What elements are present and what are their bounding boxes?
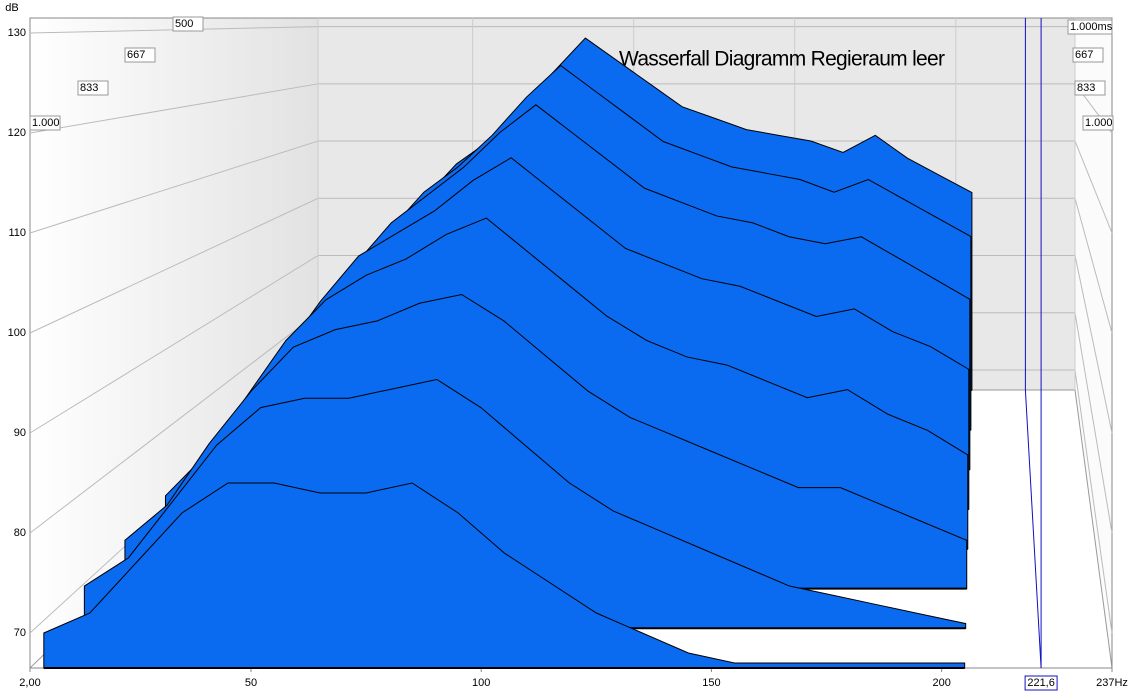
y-tick-label: 110: [8, 227, 26, 239]
time-label: 1.000ms: [1070, 21, 1113, 33]
time-label: 1.000: [1085, 117, 1113, 129]
time-label: 833: [80, 82, 98, 94]
waterfall-slice: [43, 482, 966, 669]
cursor-label-box: [1024, 675, 1058, 691]
x-tick-label: 237Hz: [1096, 677, 1128, 689]
time-label: 667: [127, 49, 145, 61]
grid-line: [29, 83, 319, 134]
y-tick-label: 120: [8, 127, 26, 139]
y-tick-label: 70: [14, 627, 26, 639]
grid-line: [1074, 140, 1113, 234]
y-tick-label: 130: [8, 27, 26, 39]
x-tick-label: 2,00: [19, 677, 40, 689]
time-label-box: [1072, 47, 1104, 63]
x-tick-label: 200: [932, 677, 950, 689]
x-tick-label: 150: [702, 677, 720, 689]
grid-line: [1074, 312, 1113, 534]
time-label-box: [29, 115, 61, 131]
time-label: 667: [1075, 49, 1093, 61]
time-label: 500: [175, 18, 193, 30]
y-unit: dB: [5, 2, 18, 14]
grid-line: [29, 312, 319, 534]
y-tick-label: 90: [14, 427, 26, 439]
grid-line: [1074, 369, 1113, 634]
time-label: 833: [1077, 82, 1095, 94]
time-label-box: [1067, 19, 1113, 35]
time-label-box: [77, 80, 109, 96]
chart-title: Wasserfall Diagramm Regieraum leer: [619, 48, 945, 71]
grid-line: [29, 255, 319, 434]
time-label-box: [1074, 80, 1106, 96]
time-label-box: [1082, 115, 1114, 131]
grid-line: [29, 197, 319, 334]
cursor-label: 221,6: [1027, 677, 1055, 689]
time-label-box: [172, 16, 204, 32]
grid-line: [1074, 255, 1113, 434]
time-label-box: [124, 47, 156, 63]
y-tick-label: 100: [8, 327, 26, 339]
y-tick-label: 80: [14, 527, 26, 539]
time-label: 1.000: [32, 117, 60, 129]
x-tick-label: 50: [245, 677, 257, 689]
cursor-line: [1024, 18, 1042, 669]
grid-line: [29, 140, 319, 234]
grid-line: [1074, 198, 1113, 334]
x-tick-label: 100: [472, 677, 490, 689]
